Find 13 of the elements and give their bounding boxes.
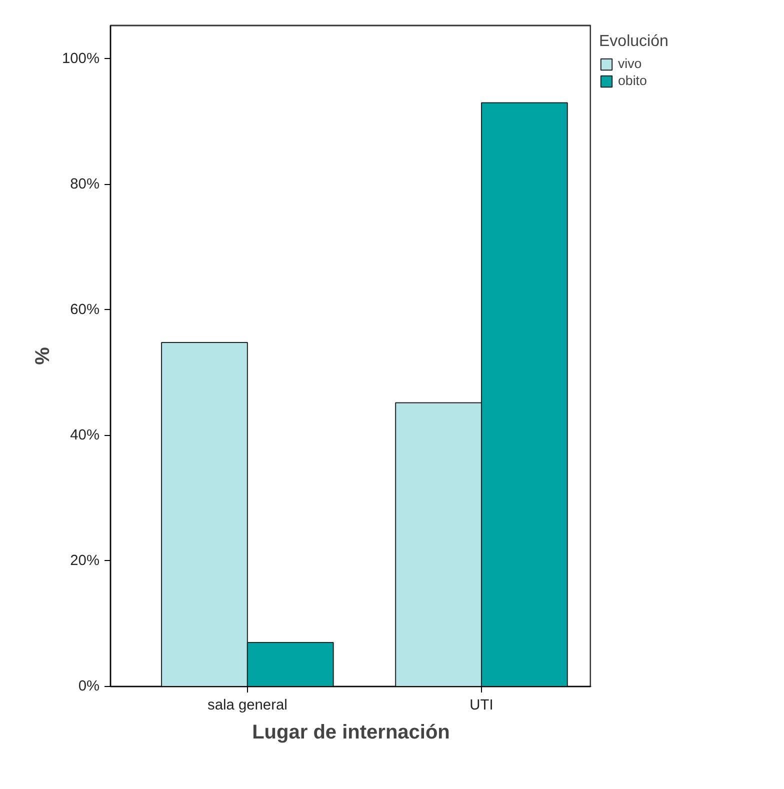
y-tick-label: 40% [70, 427, 100, 444]
x-tick-label: sala general [208, 698, 288, 714]
legend-title: Evolución [599, 33, 668, 51]
y-axis-title: % [32, 346, 54, 365]
y-tick-label: 80% [70, 176, 100, 192]
y-tick-label: 60% [70, 302, 100, 318]
y-tick-label: 0% [78, 678, 100, 694]
x-axis-title: Lugar de internación [252, 722, 450, 744]
y-tick-label: 100% [62, 50, 100, 67]
y-tick-label: 20% [70, 552, 100, 569]
legend-label: vivo [618, 56, 642, 71]
x-tick-label: UTI [470, 698, 494, 714]
legend-label: obito [618, 73, 647, 88]
